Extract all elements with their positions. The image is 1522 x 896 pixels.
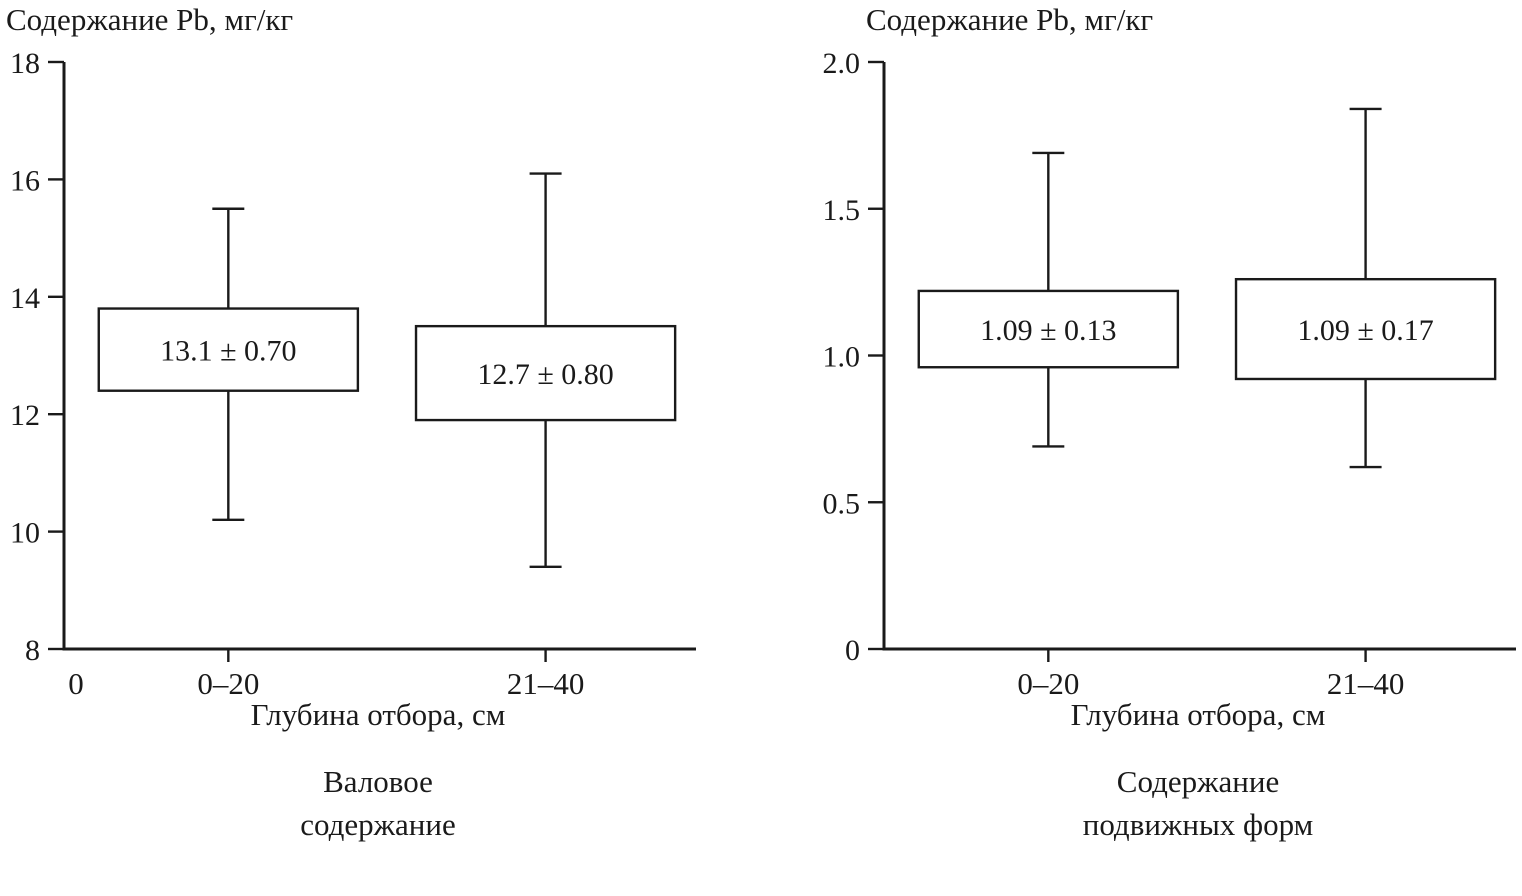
y-tick-label: 1.0 (823, 341, 861, 374)
x-axis-label: Глубина отбора, см (250, 697, 506, 732)
x-axis-label: Глубина отбора, см (1070, 697, 1326, 732)
y-tick-label: 1.5 (823, 194, 861, 227)
chart-caption: Валовое содержание (60, 761, 696, 847)
box (97, 307, 360, 392)
caption-line-1: Содержание (1116, 764, 1280, 799)
box-label: 1.09 ± 0.17 (1297, 314, 1433, 347)
figure: Содержание Pb, мг/кг 8 10 12 14 16 18 0–20 13.1… (0, 2, 1520, 847)
y-tick-label: 12 (10, 399, 40, 432)
x-tick-label: 21–40 (1327, 666, 1405, 701)
y-tick-label: 8 (25, 634, 40, 667)
chart-caption: Содержание подвижных форм (880, 761, 1516, 847)
box-label: 12.7 ± 0.80 (477, 358, 613, 391)
y-tick-label: 2.0 (823, 47, 861, 80)
y-tick-label: 14 (10, 282, 40, 315)
x-tick-label: 0–20 (1017, 666, 1079, 701)
y-tick-label: 10 (10, 517, 40, 550)
box-label: 1.09 ± 0.13 (980, 314, 1116, 347)
box-plot-total-content: 8 10 12 14 16 18 0–20 13.1 ± 0.70 21–40 12.7 ± 0.… (10, 47, 696, 701)
x-tick-label: 21–40 (507, 666, 585, 701)
chart-panel-mobile-forms: Содержание Pb, мг/кг 0 0.5 1.0 1.5 2.0 0–20 1.… (820, 2, 1520, 847)
caption-line-2: содержание (300, 806, 456, 842)
chart-title: Содержание Pb, мг/кг (6, 2, 294, 37)
box-plot-mobile-forms: 0 0.5 1.0 1.5 2.0 0–20 1.09 ± 0.13 21–40 1.09 ± … (823, 47, 1516, 701)
caption-line-2: подвижных форм (1082, 806, 1314, 842)
origin-label: 0 (68, 666, 84, 701)
box (1234, 277, 1497, 381)
caption-line-1: Валовое (323, 764, 433, 799)
box (917, 289, 1180, 369)
y-tick-label: 16 (10, 164, 40, 197)
x-tick-label: 0–20 (197, 666, 259, 701)
chart-title: Содержание Pb, мг/кг (866, 2, 1154, 37)
chart-panel-total-content: Содержание Pb, мг/кг 8 10 12 14 16 18 0–20 13.1… (0, 2, 700, 847)
y-tick-label: 18 (10, 47, 40, 80)
box-label: 13.1 ± 0.70 (160, 335, 296, 368)
y-tick-label: 0.5 (823, 487, 861, 520)
box (414, 324, 677, 422)
y-tick-label: 0 (845, 634, 860, 667)
